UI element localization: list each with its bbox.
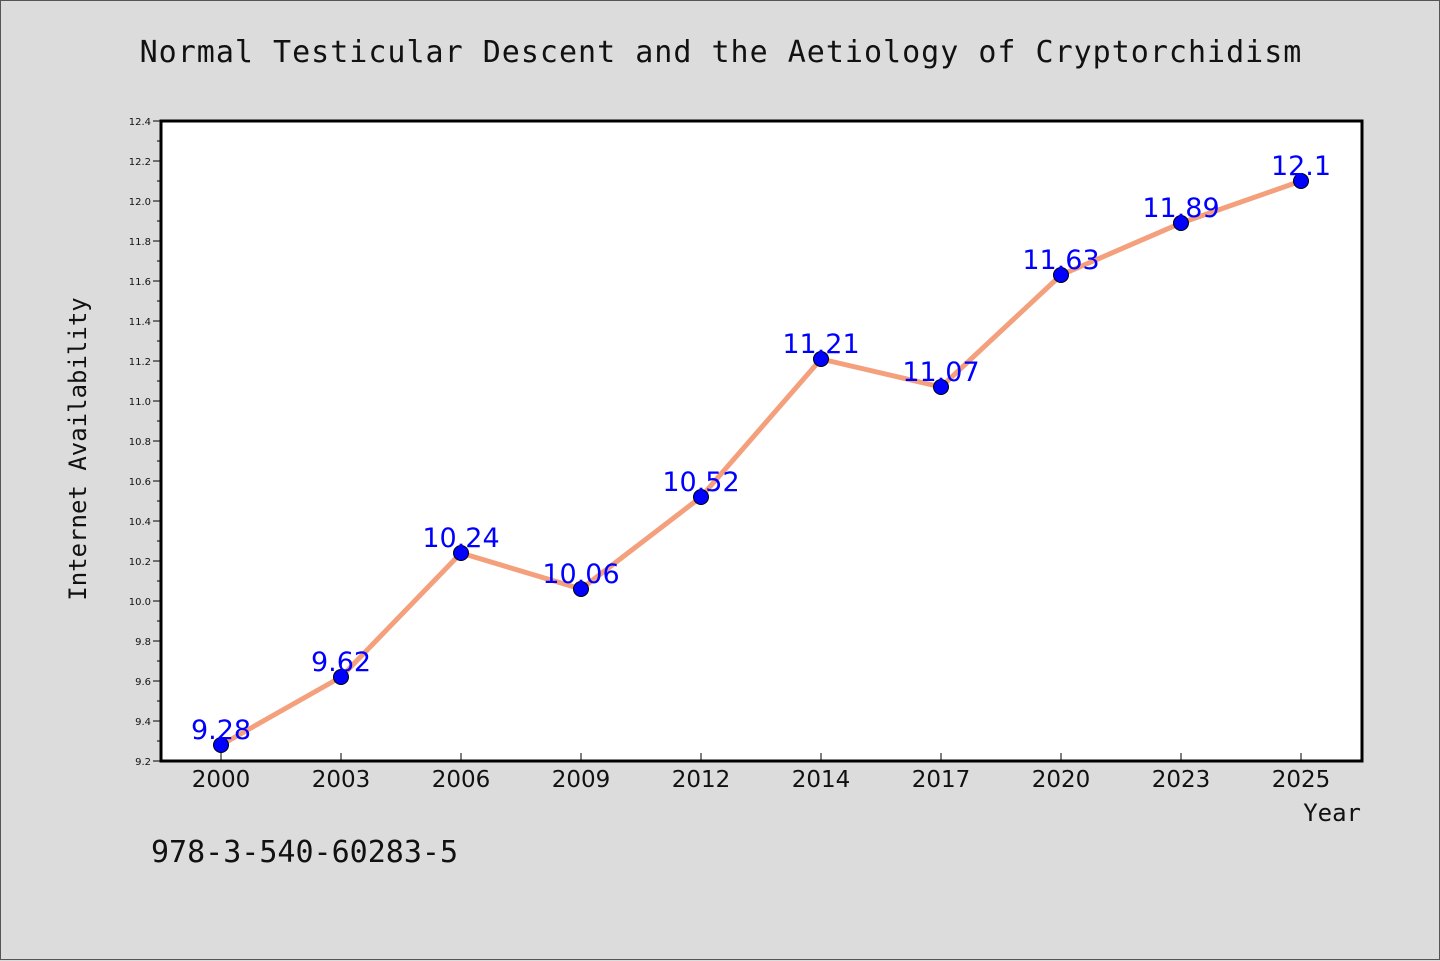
data-label-group: 9.28 9.62 10.24 10.06 10.52 11.21 11.07 11.63 11… xyxy=(191,151,1331,746)
y-tick-label: 11.8 xyxy=(129,237,151,248)
data-point xyxy=(813,351,829,367)
x-tick-label: 2025 xyxy=(1272,767,1331,793)
data-label: 12.1 xyxy=(1271,151,1331,182)
y-axis-label: Internet Availability xyxy=(64,297,92,600)
y-tick-label: 12.0 xyxy=(129,197,151,208)
y-tick-label: 11.2 xyxy=(129,357,151,368)
y-tick-label: 11.4 xyxy=(129,317,151,328)
data-point xyxy=(693,489,709,505)
series-line xyxy=(218,178,1304,748)
x-tick-label: 2014 xyxy=(792,767,851,793)
y-tick-label: 9.2 xyxy=(135,757,151,768)
data-label: 11.89 xyxy=(1142,193,1219,224)
x-tick-label: 2009 xyxy=(552,767,611,793)
isbn-text: 978-3-540-60283-5 xyxy=(151,835,459,870)
data-label: 11.21 xyxy=(782,329,859,360)
series-line-group xyxy=(213,173,1309,753)
data-label: 10.24 xyxy=(422,523,499,554)
y-tick-label: 11.0 xyxy=(129,397,151,408)
data-point xyxy=(573,581,589,597)
x-axis-label: Year xyxy=(1303,799,1361,827)
x-axis: 2000 2003 2006 2009 2012 2014 2017 2020 2023 2025 xyxy=(192,753,1331,793)
x-tick-label: 2023 xyxy=(1152,767,1211,793)
data-point xyxy=(213,737,229,753)
chart-title: Normal Testicular Descent and the Aetiol… xyxy=(139,35,1303,70)
data-point xyxy=(1293,173,1309,189)
y-tick-label: 12.2 xyxy=(129,157,151,168)
y-tick-label: 9.8 xyxy=(135,637,151,648)
data-point xyxy=(453,545,469,561)
x-tick-label: 2020 xyxy=(1032,767,1091,793)
y-tick-label: 10.2 xyxy=(129,557,151,568)
x-tick-label: 2000 xyxy=(192,767,251,793)
x-tick-label: 2017 xyxy=(912,767,971,793)
y-tick-label: 11.6 xyxy=(129,277,151,288)
data-point xyxy=(933,379,949,395)
y-tick-label: 10.8 xyxy=(129,437,151,448)
y-tick-label: 9.6 xyxy=(135,677,151,688)
data-label: 9.28 xyxy=(191,715,251,746)
data-label: 10.06 xyxy=(542,559,619,590)
y-tick-label: 10.0 xyxy=(129,597,151,608)
data-point xyxy=(333,669,349,685)
x-tick-label: 2012 xyxy=(672,767,731,793)
y-tick-label: 10.4 xyxy=(129,517,151,528)
data-label: 9.62 xyxy=(311,647,371,678)
y-axis: 9.2 9.4 9.6 9.8 10.0 10.2 10.4 10.6 10.8 11.0 11.2… xyxy=(129,117,161,768)
data-point xyxy=(1053,267,1069,283)
data-label: 11.07 xyxy=(902,357,979,388)
x-tick-label: 2003 xyxy=(312,767,371,793)
data-point xyxy=(1173,215,1189,231)
y-tick-label: 12.4 xyxy=(129,117,151,128)
y-tick-label: 9.4 xyxy=(135,717,151,728)
data-label: 10.52 xyxy=(662,467,739,498)
x-tick-label: 2006 xyxy=(432,767,491,793)
data-label: 11.63 xyxy=(1022,245,1099,276)
y-tick-label: 10.6 xyxy=(129,477,151,488)
